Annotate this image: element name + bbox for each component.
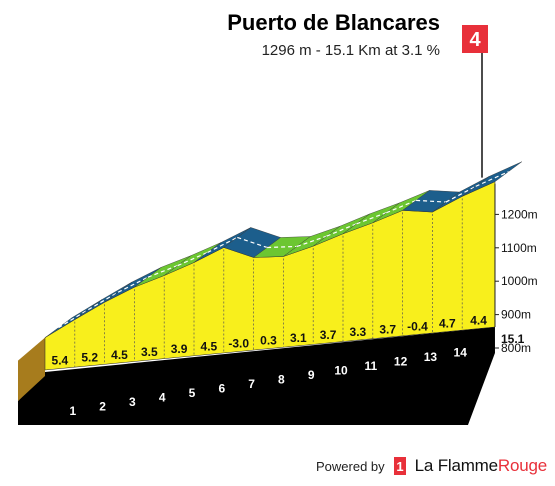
profile-body — [18, 181, 496, 425]
km-label: 3 — [129, 395, 136, 409]
y-tick-label: 800m — [501, 341, 531, 355]
gradient-label: -0.4 — [407, 319, 428, 333]
km-label: 8 — [278, 372, 285, 386]
la-flamme-rouge-logo-icon: 1 — [393, 457, 406, 475]
gradient-label: 3.5 — [141, 345, 158, 359]
km-label: 2 — [99, 399, 106, 413]
km-labels: 1 2 3 4 5 6 7 8 9 10 11 12 13 14 — [69, 345, 467, 417]
gradient-label: 3.1 — [290, 331, 307, 345]
road-centerline — [267, 245, 297, 249]
powered-by-text: Powered by — [316, 458, 385, 474]
road-centerline — [237, 236, 268, 249]
km-axis-band — [18, 327, 495, 425]
gradient-label: 3.7 — [379, 322, 396, 336]
gradient-label: 5.2 — [81, 351, 98, 365]
gradient-labels: 5.4 5.2 4.5 3.5 3.9 4.5 -3.0 0.3 3.1 3.7 3.3 3.7 -0.… — [52, 314, 488, 368]
gradient-label: -3.0 — [228, 336, 249, 350]
road-centerline — [445, 185, 476, 203]
flag-banner — [462, 25, 488, 53]
road-centerline — [475, 171, 509, 187]
y-tick-label: 1100m — [501, 241, 537, 255]
km-label: 1 — [69, 404, 76, 418]
y-tick-label: 1000m — [501, 274, 538, 288]
road-centerline — [117, 276, 149, 293]
footer: Powered by 1 La FlammeRouge — [316, 456, 547, 476]
road-centerline — [207, 236, 238, 254]
svg-text:1: 1 — [396, 459, 403, 474]
category-flag-label: 4 — [469, 29, 481, 51]
brand-suffix: Rouge — [497, 456, 547, 475]
y-axis-ticks: 800m 900m 1000m 1100m 1200m 15.1 — [494, 207, 538, 355]
brand-name: La FlammeRouge — [414, 456, 548, 476]
gradient-label: 5.4 — [52, 354, 69, 368]
km-label: 11 — [364, 359, 377, 373]
category-flag: 4 — [462, 25, 488, 178]
brand-prefix: La Flamme — [414, 456, 498, 475]
road-centerline — [356, 212, 387, 225]
km-label: 6 — [218, 381, 225, 395]
km-label: 4 — [159, 390, 166, 404]
climb-subtitle: 1296 m - 15.1 Km at 3.1 % — [261, 42, 440, 59]
gradient-label: 4.5 — [111, 348, 128, 362]
gradient-label: 3.3 — [350, 325, 367, 339]
profile-gridlines — [74, 183, 496, 368]
road-centerline — [326, 223, 357, 237]
km-label: 9 — [308, 368, 315, 382]
gradient-label: 0.3 — [260, 334, 277, 348]
km-label: 12 — [394, 354, 408, 368]
profile-road — [44, 161, 523, 338]
road-centerline — [416, 199, 446, 203]
road-centerline — [177, 251, 208, 267]
road-centerline — [386, 199, 417, 214]
climb-title: Puerto de Blancares — [227, 10, 440, 35]
km-label: 10 — [334, 363, 348, 377]
road-centerline — [296, 235, 327, 248]
km-label: 13 — [424, 350, 438, 364]
gradient-label: 3.7 — [320, 328, 337, 342]
road-centerline — [87, 291, 119, 311]
km-label: 5 — [189, 386, 196, 400]
y-tick-label: 1200m — [501, 207, 538, 221]
y-tick-label: 900m — [501, 308, 531, 322]
road-centerline — [58, 309, 89, 329]
gradient-label: 4.7 — [439, 317, 456, 331]
gradient-label: 3.9 — [171, 342, 188, 356]
end-distance-label: 15.1 — [501, 332, 525, 346]
road-centerline — [147, 264, 178, 278]
gradient-label: 4.5 — [201, 339, 218, 353]
profile-base — [18, 337, 45, 401]
gradient-label: 4.4 — [470, 314, 487, 328]
km-label: 7 — [248, 377, 255, 391]
km-label: 14 — [454, 345, 468, 359]
